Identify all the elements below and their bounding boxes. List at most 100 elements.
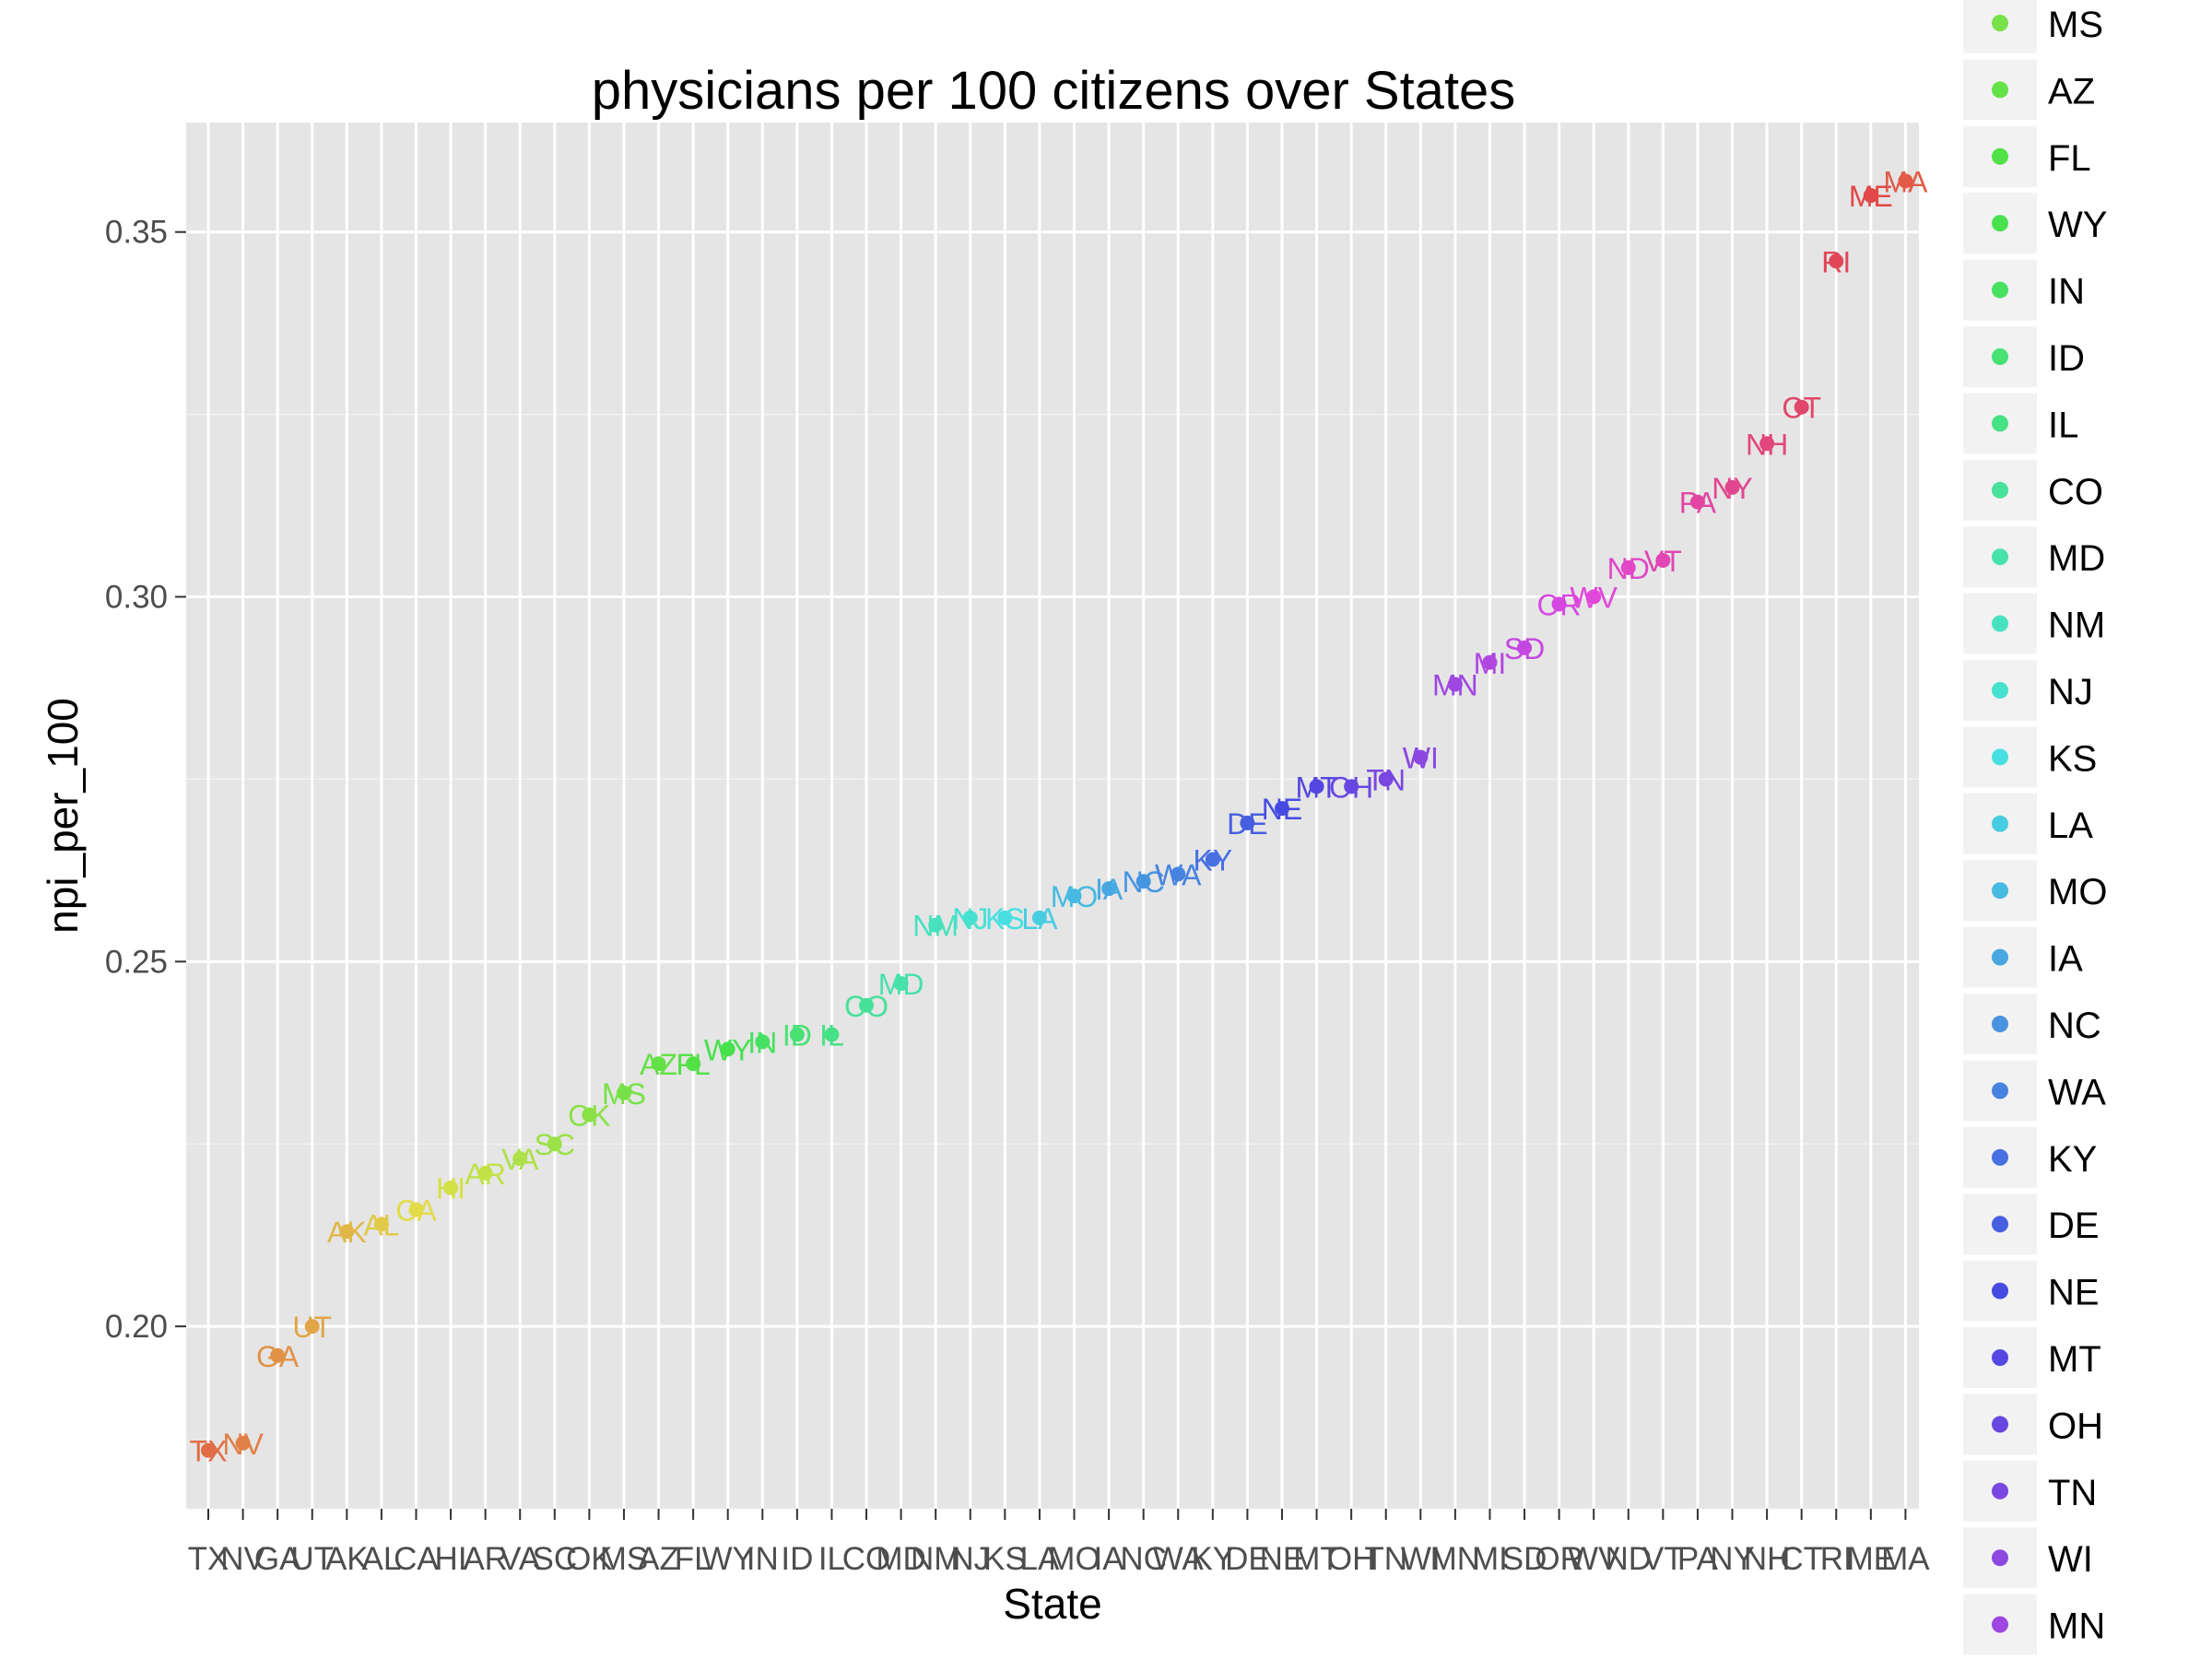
point-label: CA — [395, 1194, 437, 1227]
point-label: AL — [363, 1208, 399, 1241]
point-label: MD — [878, 968, 924, 1001]
point-label: TX — [190, 1435, 228, 1468]
data-point — [512, 1151, 528, 1167]
point-label: MN — [1432, 669, 1478, 702]
data-point — [1620, 559, 1636, 575]
x-tick-label: TN — [1364, 1541, 1407, 1577]
x-tick-label: LA — [1020, 1541, 1060, 1577]
x-tick-label: IL — [818, 1541, 845, 1577]
x-tick-label: NV — [220, 1541, 265, 1577]
x-tick-label: SC — [532, 1541, 577, 1577]
data-point — [1413, 749, 1429, 765]
x-tick-label: ME — [1847, 1541, 1896, 1577]
data-point — [1031, 910, 1047, 925]
data-point — [1101, 881, 1117, 897]
data-point — [1724, 479, 1740, 495]
legend-dot — [1992, 1282, 2008, 1300]
point-label: CT — [1782, 392, 1821, 425]
legend-dot — [1992, 481, 2008, 499]
point-label: GA — [256, 1340, 300, 1373]
legend: MS AZ FL WY IN ID IL CO MD NM NJ KS LA MO IA NC WA KY DE NE… — [1963, 0, 2107, 1655]
legend-dot — [1992, 1016, 2008, 1032]
legend-label: FL — [2048, 138, 2091, 179]
legend-dot — [1992, 281, 2008, 299]
point-label: RI — [1821, 245, 1851, 278]
data-point — [928, 917, 944, 933]
x-tick-label: AK — [325, 1541, 369, 1577]
legend-dot — [1992, 348, 2008, 365]
point-label: MO — [1051, 880, 1099, 913]
x-tick-label: MI — [1472, 1541, 1508, 1577]
legend-dot — [1992, 1216, 2008, 1233]
data-point — [997, 910, 1013, 925]
x-tick-label: VT — [1642, 1541, 1684, 1577]
legend-dot — [1992, 147, 2008, 165]
x-tick-label: IA — [1094, 1541, 1125, 1577]
point-label: CO — [844, 990, 888, 1023]
point-label: KY — [1193, 843, 1232, 877]
legend-dot — [1992, 1482, 2008, 1500]
data-point — [1378, 771, 1394, 787]
point-label: ME — [1849, 180, 1893, 213]
legend-label: MT — [2048, 1339, 2101, 1380]
point-label: WI — [1403, 742, 1439, 775]
x-tick-label: NM — [911, 1541, 960, 1577]
legend-dot — [1992, 1616, 2008, 1633]
legend-label: KY — [2048, 1139, 2097, 1180]
data-point — [235, 1435, 251, 1451]
legend-label: LA — [2048, 806, 2093, 846]
data-point — [651, 1056, 666, 1072]
data-point — [1863, 188, 1878, 204]
point-label: MS — [602, 1077, 646, 1111]
x-tick-label: ND — [1605, 1541, 1652, 1577]
data-point — [616, 1085, 631, 1100]
legend-label: NM — [2048, 606, 2105, 646]
x-tick-label: ID — [781, 1541, 813, 1577]
point-label: WA — [1155, 858, 1202, 891]
x-tick-label: MN — [1430, 1541, 1480, 1577]
x-tick-label: OH — [1327, 1541, 1376, 1577]
legend-label: IL — [2048, 405, 2078, 445]
point-label: WY — [704, 1033, 752, 1066]
point-label: OR — [1537, 588, 1582, 621]
y-tick-label: 0.35 — [105, 215, 168, 251]
y-axis-title: npi_per_100 — [39, 698, 87, 934]
legend-dot — [1992, 1349, 2008, 1366]
y-axis-ticks: 0.20 0.25 0.30 0.35 — [105, 215, 186, 1345]
x-tick-label: KY — [1191, 1541, 1234, 1577]
data-point — [1689, 494, 1705, 510]
data-point — [1309, 779, 1324, 794]
y-tick-label: 0.25 — [105, 944, 168, 980]
legend-label: WA — [2048, 1072, 2106, 1112]
data-point — [477, 1165, 493, 1181]
x-tick-label: VA — [500, 1541, 541, 1577]
data-point — [1171, 866, 1186, 882]
point-label: NC — [1123, 865, 1165, 899]
legend-label: MD — [2048, 538, 2105, 579]
data-point — [1655, 552, 1671, 568]
point-label: ID — [782, 1018, 812, 1052]
x-tick-label: TX — [188, 1541, 229, 1577]
legend-dot — [1992, 815, 2008, 832]
data-point — [1205, 852, 1220, 867]
y-tick-label: 0.30 — [105, 580, 168, 616]
data-point — [720, 1041, 735, 1057]
data-point — [686, 1056, 701, 1072]
point-label: IN — [747, 1026, 777, 1059]
data-point — [1517, 640, 1533, 655]
legend-label: KS — [2048, 738, 2097, 779]
legend-label: MS — [2048, 5, 2103, 45]
x-tick-label: WY — [702, 1541, 754, 1577]
data-point — [304, 1319, 320, 1335]
data-point — [789, 1027, 805, 1042]
point-label: KS — [985, 902, 1025, 935]
x-tick-label: AZ — [638, 1541, 679, 1577]
legend-label: WI — [2048, 1539, 2093, 1580]
x-tick-label: OR — [1535, 1541, 1583, 1577]
x-tick-label: CT — [1780, 1541, 1823, 1577]
x-tick-label: IN — [747, 1541, 779, 1577]
point-label: VT — [1644, 545, 1682, 578]
legend-label: NE — [2048, 1273, 2100, 1313]
data-point — [1586, 589, 1602, 605]
